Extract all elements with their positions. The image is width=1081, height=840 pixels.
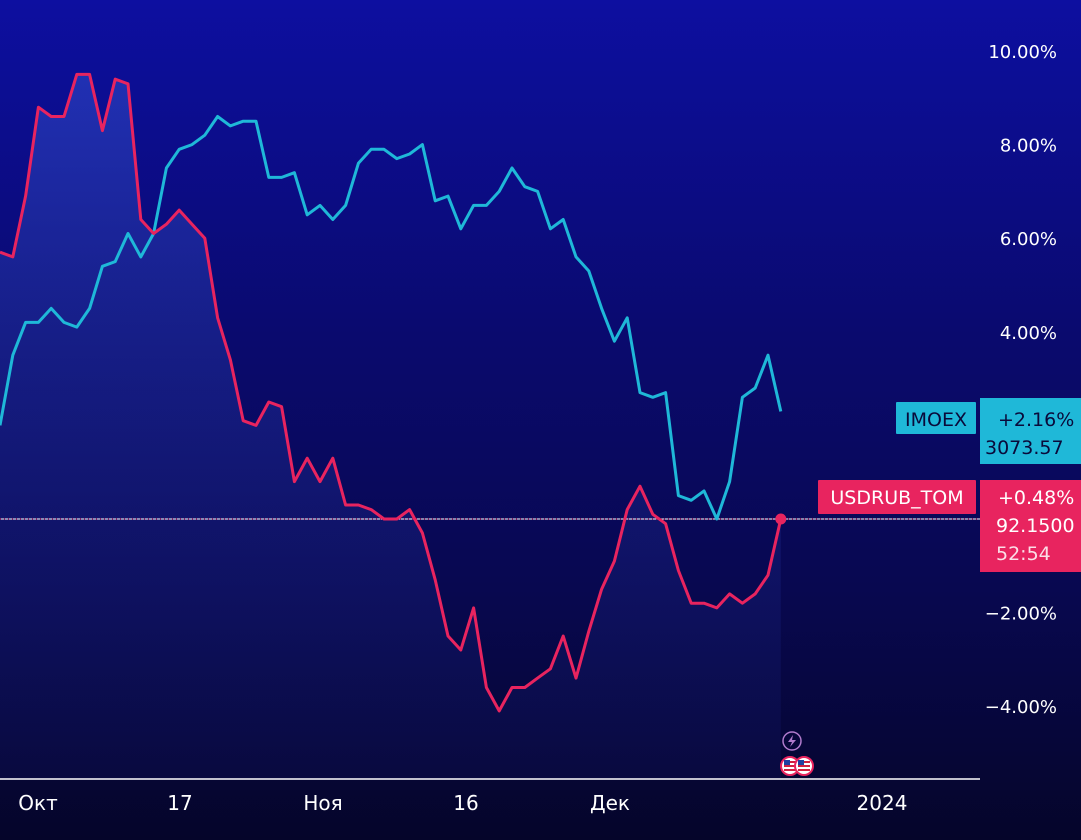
x-tick-label: Ноя — [303, 791, 342, 815]
imoex-name-label: IMOEX — [905, 409, 967, 431]
y-tick-label: 10.00% — [988, 42, 1057, 63]
y-tick-label: 6.00% — [1000, 229, 1057, 250]
y-tick-label: −2.00% — [985, 604, 1057, 625]
x-tick-label: 16 — [453, 791, 478, 815]
imoex-price-label: 3073.57 — [985, 437, 1064, 459]
usdrub-area — [0, 74, 781, 779]
series-lines — [0, 72, 783, 713]
usdrub-tom-line[interactable] — [0, 72, 783, 713]
x-tick-label: Окт — [18, 791, 58, 815]
y-axis: 10.00% 8.00% 6.00% 4.00% −2.00% −4.00% — [985, 42, 1057, 718]
us-flag-icon[interactable] — [780, 756, 814, 776]
usdrub-last-point — [775, 513, 787, 525]
x-tick-label: 17 — [167, 791, 192, 815]
usdrub-change-label: +0.48% — [998, 487, 1074, 509]
x-tick-label: Дек — [590, 791, 630, 815]
usdrub-time-label: 52:54 — [996, 543, 1051, 565]
usdrub-price-label: 92.1500 — [996, 515, 1075, 537]
y-tick-label: −4.00% — [985, 697, 1057, 718]
lightning-icon[interactable] — [782, 731, 802, 751]
x-axis: Окт 17 Ноя 16 Дек 2024 — [18, 791, 907, 815]
usdrub-name-label: USDRUB_TOM — [830, 487, 963, 509]
imoex-badge[interactable]: IMOEX +2.16% 3073.57 — [896, 398, 1081, 464]
imoex-change-label: +2.16% — [998, 409, 1074, 431]
y-tick-label: 8.00% — [1000, 136, 1057, 157]
y-tick-label: 4.00% — [1000, 323, 1057, 344]
imoex-line[interactable] — [0, 115, 783, 521]
x-tick-label: 2024 — [857, 791, 908, 815]
area-fills — [0, 74, 781, 779]
usdrub-badge[interactable]: USDRUB_TOM +0.48% 92.1500 52:54 — [818, 480, 1081, 572]
